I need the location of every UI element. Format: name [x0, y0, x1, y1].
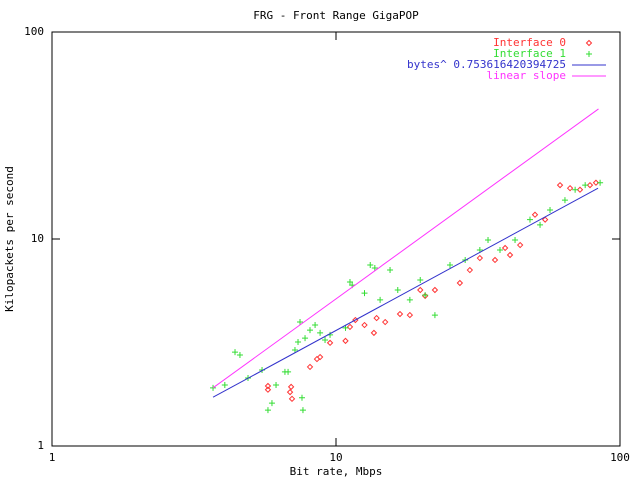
point	[396, 310, 404, 318]
point	[346, 323, 354, 331]
legend-swatch	[585, 39, 593, 47]
point	[446, 261, 453, 268]
point	[406, 296, 413, 303]
fit-line	[212, 187, 599, 398]
point	[273, 382, 280, 389]
point	[485, 236, 492, 243]
legend-label: bytes^ 0.753616420394725	[407, 58, 566, 71]
point	[236, 352, 243, 359]
point	[264, 386, 272, 393]
legend-swatch	[586, 51, 592, 57]
point	[417, 276, 424, 283]
x-axis-label: Bit rate, Mbps	[290, 465, 383, 478]
point	[367, 261, 374, 268]
point	[342, 324, 349, 331]
point	[547, 207, 554, 214]
legend-label: linear slope	[487, 69, 566, 82]
point	[576, 186, 584, 193]
point	[381, 318, 389, 326]
point	[352, 316, 359, 324]
point	[537, 221, 544, 228]
point	[417, 286, 424, 294]
point	[506, 251, 514, 259]
point	[298, 394, 305, 401]
point	[476, 254, 484, 262]
point	[361, 321, 368, 329]
point	[221, 382, 228, 389]
y-tick-label: 100	[24, 25, 44, 38]
legend-label: Interface 1	[493, 47, 566, 60]
y-axis-label: Kilopackets per second	[3, 166, 16, 312]
point	[512, 236, 519, 243]
point	[326, 339, 334, 347]
point	[422, 292, 429, 299]
point	[387, 267, 394, 274]
point	[406, 311, 414, 319]
point	[586, 181, 594, 189]
point	[491, 256, 499, 264]
point	[501, 244, 509, 252]
point	[456, 279, 464, 287]
point	[582, 182, 589, 189]
point	[287, 383, 295, 391]
point	[526, 216, 533, 223]
point	[291, 346, 298, 353]
y-tick-label: 1	[37, 439, 44, 452]
point	[297, 319, 304, 326]
point	[307, 327, 314, 334]
point	[431, 286, 439, 294]
point	[361, 290, 368, 297]
fit-line	[212, 108, 599, 389]
point	[346, 278, 353, 285]
point	[312, 322, 319, 329]
point	[306, 363, 314, 371]
legend-label: Interface 0	[493, 36, 566, 49]
point	[232, 349, 239, 356]
x-tick-label: 100	[610, 451, 630, 464]
chart-title: FRG - Front Range GigaPOP	[253, 9, 419, 22]
x-tick-label: 10	[329, 451, 342, 464]
point	[268, 400, 275, 407]
point	[299, 407, 306, 414]
point	[288, 395, 296, 403]
point	[264, 407, 271, 414]
point	[394, 287, 401, 294]
point	[466, 266, 474, 274]
point	[572, 186, 579, 193]
point	[531, 211, 539, 218]
y-tick-label: 10	[31, 232, 44, 245]
point	[295, 338, 302, 345]
point	[285, 368, 292, 375]
point	[377, 296, 384, 303]
point	[431, 312, 438, 319]
point	[322, 337, 329, 344]
point	[541, 216, 549, 223]
point	[210, 384, 217, 391]
point	[371, 265, 378, 272]
point	[286, 388, 294, 396]
point	[566, 184, 574, 192]
point	[561, 197, 568, 204]
point	[370, 329, 378, 337]
point	[597, 179, 604, 186]
point	[516, 241, 524, 249]
point	[342, 337, 349, 345]
x-tick-label: 1	[49, 451, 56, 464]
point	[556, 181, 564, 189]
point	[373, 314, 380, 322]
point	[302, 335, 309, 342]
point	[497, 246, 504, 253]
point	[316, 353, 324, 361]
point	[317, 329, 324, 336]
point	[421, 292, 429, 300]
